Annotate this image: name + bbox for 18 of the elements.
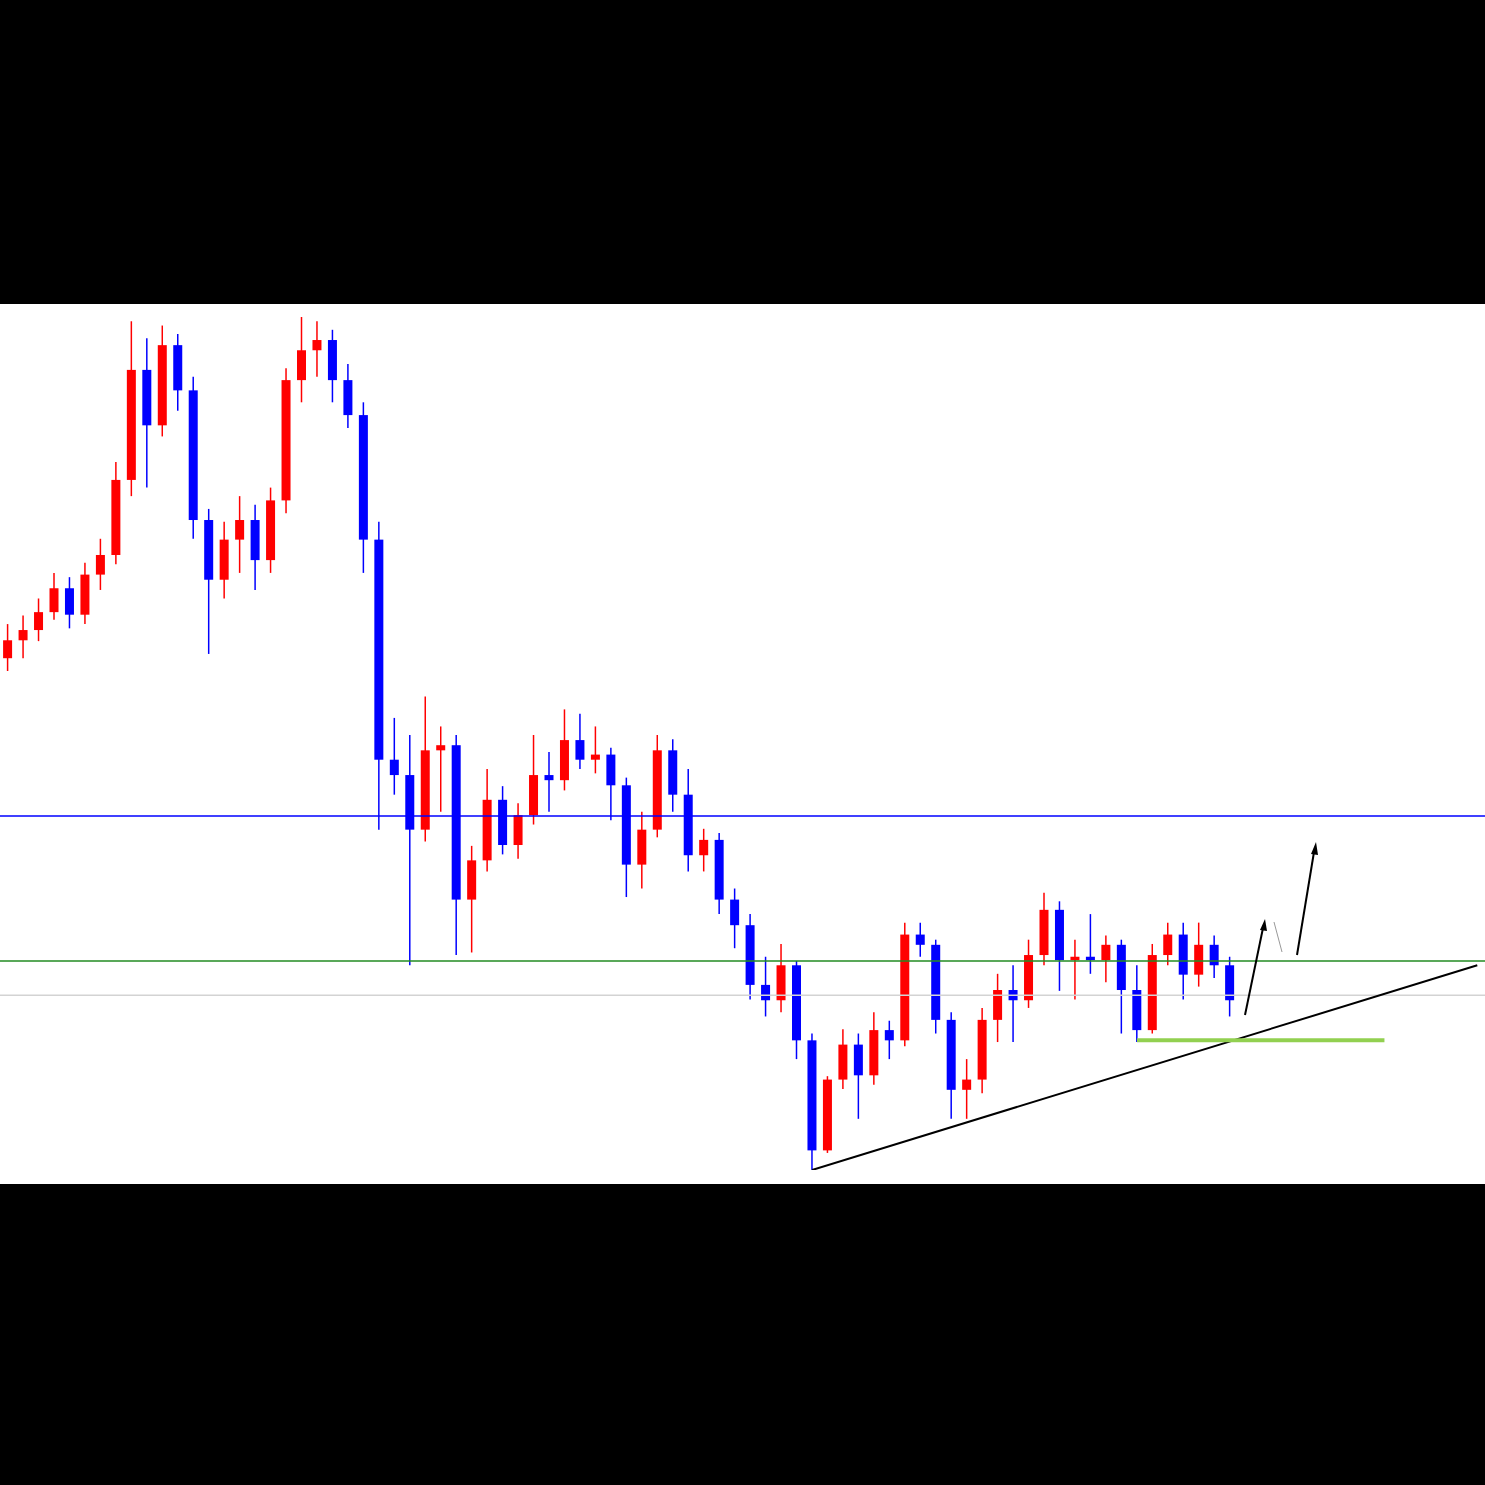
candlestick: [3, 623, 13, 672]
candlestick: [1101, 934, 1111, 984]
candlestick: [49, 572, 59, 621]
candlestick: [34, 597, 44, 642]
candlestick: [18, 614, 28, 659]
candlestick: [312, 320, 322, 378]
candlestick: [699, 828, 709, 873]
candlestick: [590, 725, 600, 775]
candlestick: [575, 712, 585, 770]
candlestick: [544, 751, 554, 813]
candlestick: [95, 538, 105, 591]
candlestick: [962, 1058, 972, 1120]
candlestick: [389, 717, 399, 796]
candlestick: [1163, 921, 1173, 967]
candlestick: [884, 1019, 894, 1060]
candlestick: [915, 921, 925, 958]
candlestick: [436, 725, 446, 813]
candlestick: [235, 495, 245, 574]
